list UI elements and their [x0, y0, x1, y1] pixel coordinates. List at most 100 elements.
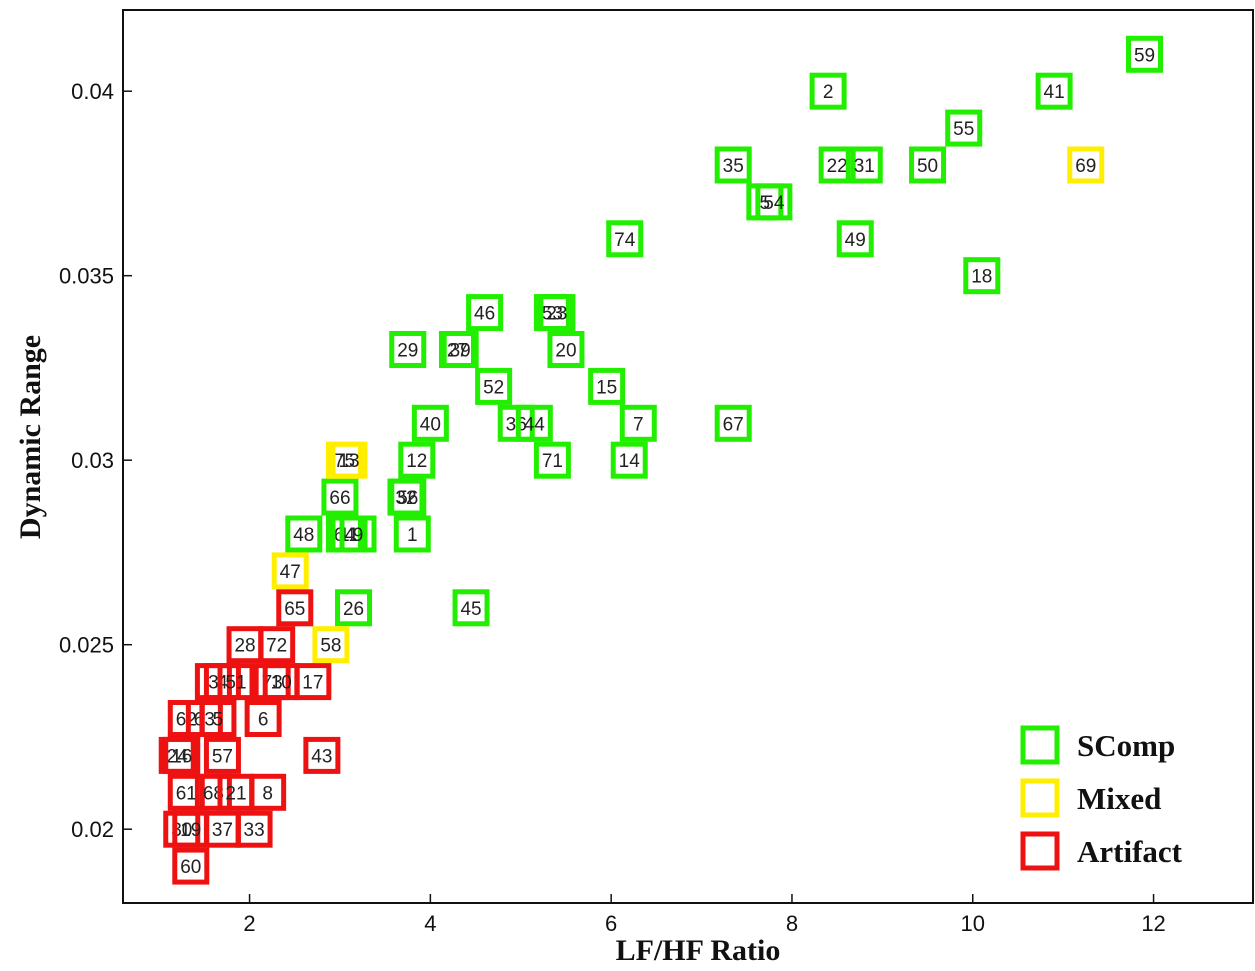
- point-marker: [411, 404, 449, 442]
- point-marker: [294, 663, 332, 701]
- point-label: 35: [723, 156, 744, 177]
- point-marker: [285, 515, 323, 553]
- point-marker: [167, 773, 205, 811]
- point-marker: [475, 367, 513, 405]
- point-label: 12: [406, 451, 427, 472]
- point-marker: [845, 146, 883, 184]
- point-marker: [393, 515, 431, 553]
- point-marker: [172, 847, 210, 885]
- y-tick-label: 0.03: [71, 448, 114, 473]
- point-marker: [452, 589, 490, 627]
- point-marker: [244, 699, 282, 737]
- point-label: 1: [407, 525, 418, 546]
- point-label: 28: [234, 636, 255, 657]
- point-marker: [610, 441, 648, 479]
- point-marker: [836, 220, 874, 258]
- point-marker: [547, 330, 585, 368]
- point-label: 9: [353, 525, 364, 546]
- point-label: 53: [542, 304, 563, 325]
- point-label: 58: [320, 636, 341, 657]
- point-label: 8: [262, 783, 273, 804]
- point-marker: [258, 626, 296, 664]
- point-marker: [163, 736, 201, 774]
- legend: SComp Mixed Artifact: [1020, 725, 1183, 871]
- point-marker: [1126, 35, 1164, 73]
- point-label: 24: [167, 746, 189, 767]
- point-marker: [312, 626, 350, 664]
- point-marker: [199, 699, 237, 737]
- point-label: 17: [302, 673, 323, 694]
- point-marker: [389, 478, 427, 516]
- point-label: 66: [329, 488, 350, 509]
- legend-label: Mixed: [1077, 781, 1161, 816]
- legend-label: SComp: [1077, 728, 1175, 763]
- point-label: 39: [450, 340, 471, 361]
- point-marker: [249, 773, 287, 811]
- point-label: 69: [1075, 156, 1096, 177]
- x-tick-label: 4: [424, 911, 436, 936]
- point-marker: [533, 441, 571, 479]
- point-marker: [271, 552, 309, 590]
- point-label: 55: [953, 119, 974, 140]
- point-label: 4: [217, 673, 228, 694]
- y-tick-label: 0.02: [71, 817, 114, 842]
- point-label: 21: [225, 783, 246, 804]
- point-label: 40: [420, 414, 441, 435]
- point-label: 2: [823, 82, 834, 103]
- point-marker: [606, 220, 644, 258]
- point-marker: [330, 441, 368, 479]
- point-marker: [809, 72, 847, 110]
- point-label: 16: [171, 746, 192, 767]
- point-label: 5: [213, 709, 224, 730]
- point-label: 41: [1044, 82, 1065, 103]
- x-tick-label: 12: [1141, 911, 1165, 936]
- x-tick-label: 2: [243, 911, 255, 936]
- point-label: 65: [284, 599, 305, 620]
- point-marker: [276, 589, 314, 627]
- point-marker: [303, 736, 341, 774]
- point-marker: [945, 109, 983, 147]
- point-label: 47: [280, 562, 301, 583]
- point-label: 50: [917, 156, 938, 177]
- point-label: 44: [524, 414, 546, 435]
- point-marker: [217, 663, 255, 701]
- x-axis-title: LF/HF Ratio: [616, 934, 781, 967]
- point-label: 64: [334, 525, 356, 546]
- point-label: 29: [397, 340, 418, 361]
- point-label: 32: [395, 488, 416, 509]
- point-label: 23: [546, 304, 567, 325]
- point-label: 54: [763, 193, 785, 214]
- point-label: 5: [760, 193, 771, 214]
- y-tick-label: 0.035: [59, 264, 114, 289]
- x-axis: 2 4 6 8 10 12: [243, 894, 1166, 936]
- point-marker: [619, 404, 657, 442]
- point-label: 67: [723, 414, 744, 435]
- point-label: 10: [271, 673, 292, 694]
- legend-label: Artifact: [1077, 834, 1183, 869]
- point-marker: [194, 773, 232, 811]
- point-label: 45: [460, 599, 481, 620]
- point-label: 31: [854, 156, 875, 177]
- point-label: 7: [633, 414, 644, 435]
- point-marker: [714, 404, 752, 442]
- point-label: 15: [596, 377, 617, 398]
- point-marker: [321, 478, 359, 516]
- point-label: 56: [397, 488, 418, 509]
- point-marker: [1035, 72, 1073, 110]
- point-label: 57: [212, 746, 233, 767]
- plot-frame: [122, 9, 1254, 904]
- legend-swatch: [1020, 831, 1060, 871]
- legend-swatch: [1020, 778, 1060, 818]
- point-marker: [335, 589, 373, 627]
- point-label: 60: [180, 857, 201, 878]
- point-label: 3: [208, 673, 219, 694]
- point-marker: [203, 736, 241, 774]
- point-marker: [909, 146, 947, 184]
- point-label: 74: [614, 230, 636, 251]
- point-label: 22: [827, 156, 848, 177]
- point-label: 33: [244, 820, 265, 841]
